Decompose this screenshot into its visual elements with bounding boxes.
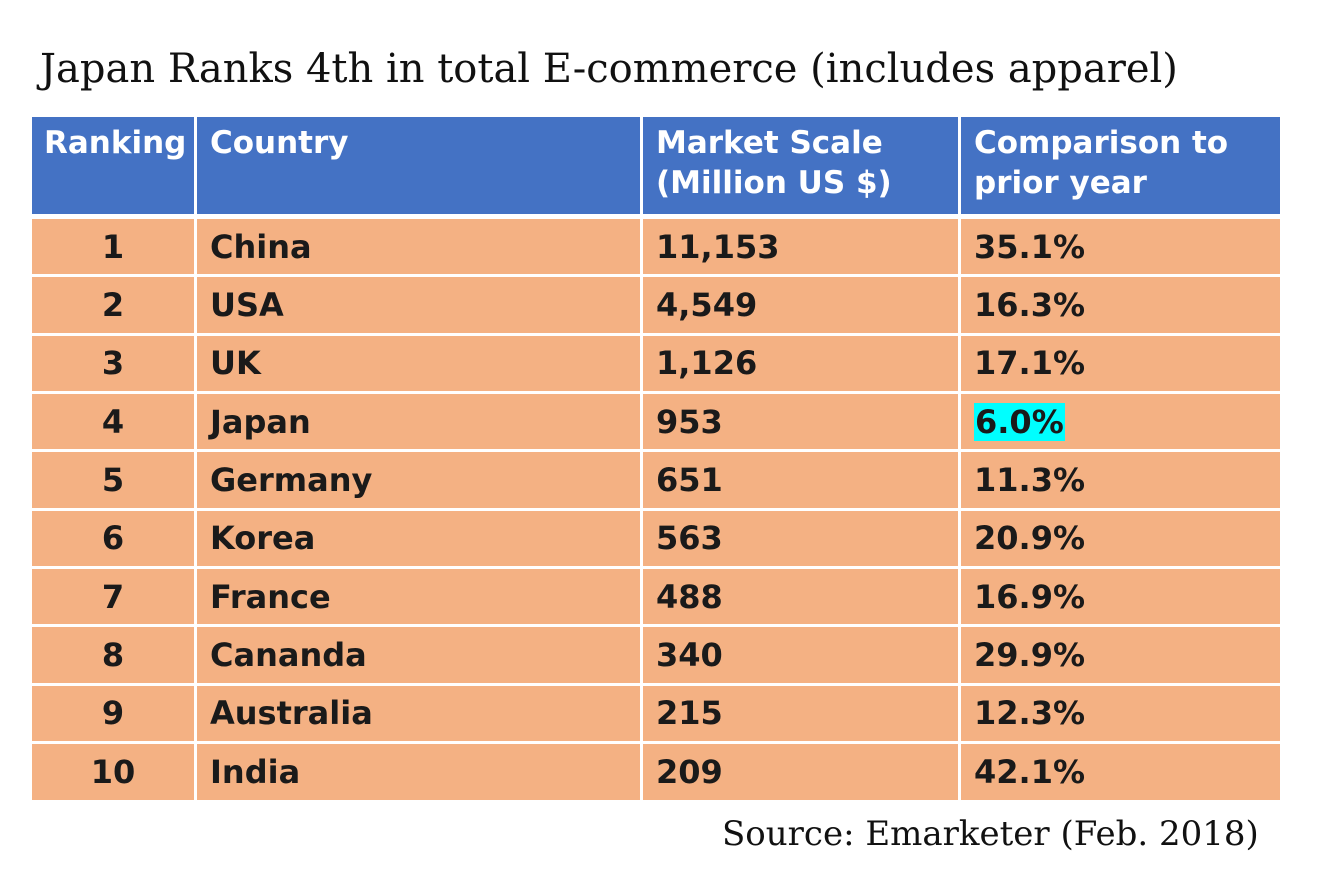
header-country: Country xyxy=(197,117,643,219)
table-row: 4 Japan 953 6.0% xyxy=(32,393,1280,453)
cell-market-scale: 11,153 xyxy=(643,219,961,278)
cell-comparison: 16.9% xyxy=(961,568,1280,628)
highlighted-comparison-value: 6.0% xyxy=(974,402,1065,441)
cell-ranking: 6 xyxy=(32,510,197,569)
cell-market-scale: 1,126 xyxy=(643,335,961,394)
cell-comparison: 29.9% xyxy=(961,627,1280,686)
cell-ranking: 10 xyxy=(32,743,197,803)
table-row: 7 France 488 16.9% xyxy=(32,568,1280,628)
table-row: 1 China 11,153 35.1% xyxy=(32,219,1280,278)
source-note: Source: Emarketer (Feb. 2018) xyxy=(722,814,1259,854)
header-comparison-line1: Comparison to xyxy=(974,125,1229,161)
cell-comparison: 6.0% xyxy=(961,393,1280,453)
table-row: 10 India 209 42.1% xyxy=(32,743,1280,803)
header-market-scale-line1: Market Scale xyxy=(656,125,883,161)
cell-country: UK xyxy=(197,335,643,394)
cell-ranking: 5 xyxy=(32,452,197,511)
cell-ranking: 1 xyxy=(32,219,197,278)
cell-comparison: 12.3% xyxy=(961,685,1280,744)
cell-country: Korea xyxy=(197,510,643,569)
chart-title: Japan Ranks 4th in total E-commerce (inc… xyxy=(40,46,1178,92)
cell-market-scale: 209 xyxy=(643,743,961,803)
header-market-scale-line2: (Million US $) xyxy=(656,165,892,201)
cell-market-scale: 563 xyxy=(643,510,961,569)
header-market-scale: Market Scale (Million US $) xyxy=(643,117,961,219)
table-header-row: Ranking Country Market Scale (Million US… xyxy=(32,117,1280,219)
cell-market-scale: 488 xyxy=(643,568,961,628)
cell-market-scale: 340 xyxy=(643,627,961,686)
cell-country: Australia xyxy=(197,685,643,744)
cell-country: Japan xyxy=(197,393,643,453)
cell-country: Cananda xyxy=(197,627,643,686)
cell-market-scale: 651 xyxy=(643,452,961,511)
cell-comparison: 11.3% xyxy=(961,452,1280,511)
table-body: 1 China 11,153 35.1% 2 USA 4,549 16.3% 3 UK 1,126 1… xyxy=(32,219,1280,803)
table-row: 2 USA 4,549 16.3% xyxy=(32,277,1280,336)
table-row: 8 Cananda 340 29.9% xyxy=(32,627,1280,686)
header-comparison: Comparison to prior year xyxy=(961,117,1280,219)
cell-ranking: 9 xyxy=(32,685,197,744)
ecommerce-ranking-table: Ranking Country Market Scale (Million US… xyxy=(32,117,1280,803)
cell-comparison: 16.3% xyxy=(961,277,1280,336)
cell-ranking: 2 xyxy=(32,277,197,336)
cell-comparison: 35.1% xyxy=(961,219,1280,278)
cell-comparison: 17.1% xyxy=(961,335,1280,394)
table-row: 5 Germany 651 11.3% xyxy=(32,452,1280,511)
cell-comparison: 42.1% xyxy=(961,743,1280,803)
cell-market-scale: 4,549 xyxy=(643,277,961,336)
cell-country: USA xyxy=(197,277,643,336)
cell-country: India xyxy=(197,743,643,803)
cell-market-scale: 215 xyxy=(643,685,961,744)
cell-country: China xyxy=(197,219,643,278)
cell-country: Germany xyxy=(197,452,643,511)
table-row: 3 UK 1,126 17.1% xyxy=(32,335,1280,394)
cell-ranking: 8 xyxy=(32,627,197,686)
header-comparison-line2: prior year xyxy=(974,165,1147,201)
cell-market-scale: 953 xyxy=(643,393,961,453)
source-background xyxy=(710,800,1338,886)
cell-comparison: 20.9% xyxy=(961,510,1280,569)
table-row: 9 Australia 215 12.3% xyxy=(32,685,1280,744)
table-row: 6 Korea 563 20.9% xyxy=(32,510,1280,569)
header-ranking: Ranking xyxy=(32,117,197,219)
cell-ranking: 7 xyxy=(32,568,197,628)
cell-ranking: 4 xyxy=(32,393,197,453)
cell-ranking: 3 xyxy=(32,335,197,394)
cell-country: France xyxy=(197,568,643,628)
